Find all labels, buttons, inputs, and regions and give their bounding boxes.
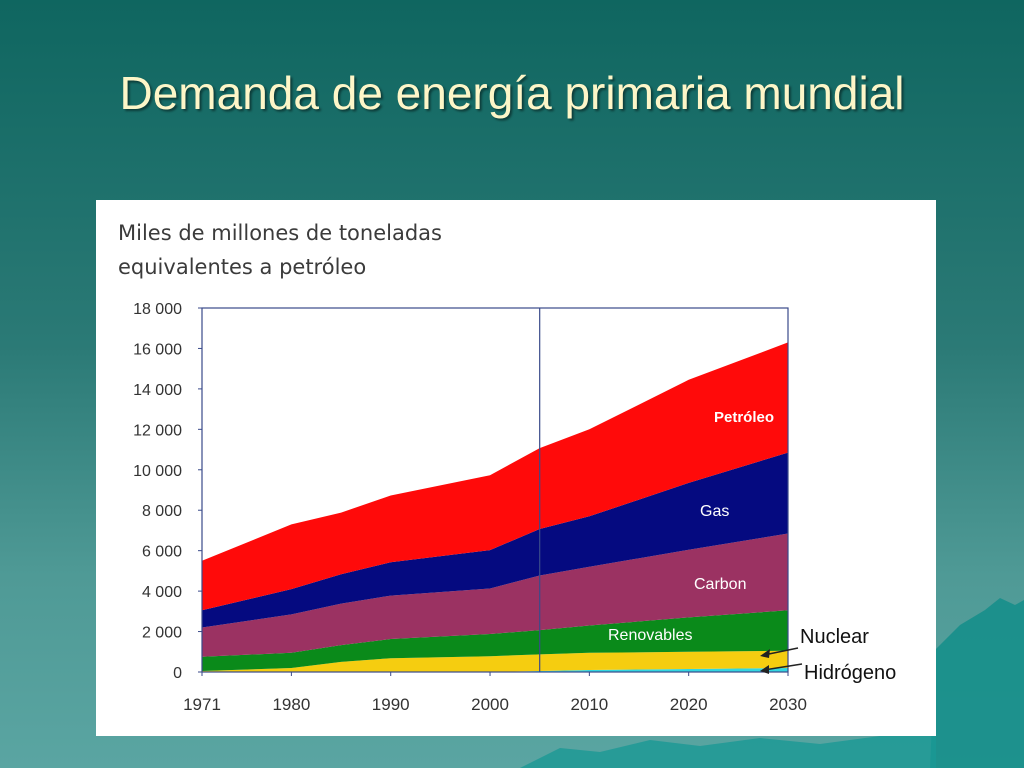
x-tick-label: 1971 [183, 695, 221, 714]
series-label-nuclear: Nuclear [800, 626, 869, 648]
y-tick-label: 12 000 [133, 422, 182, 439]
chart-panel: Miles de millones de toneladas equivalen… [96, 200, 936, 736]
area-series-renovables [202, 610, 788, 671]
series-label-gas: Gas [700, 503, 729, 520]
slide-title: Demanda de energía primaria mundial [119, 67, 905, 119]
y-tick-label: 14 000 [133, 382, 182, 399]
y-axis-unit-label: Miles de millones de toneladas equivalen… [118, 216, 518, 284]
nuclear-arrow [763, 647, 799, 656]
y-tick-label: 6 000 [142, 544, 182, 561]
x-tick-label: 2010 [570, 695, 608, 714]
mountain-silhouette-low [520, 730, 936, 768]
plot-frame [201, 307, 789, 673]
x-tick-label: 2030 [769, 695, 807, 714]
y-tick-label: 16 000 [133, 341, 182, 358]
series-label-petroleo: Petróleo [714, 409, 774, 426]
mountain-silhouette [930, 598, 1024, 768]
nuclear-arrowhead [760, 649, 770, 658]
y-tick-label: 0 [173, 665, 182, 682]
hidrogeno-arrow [763, 663, 803, 671]
y-tick-label: 8 000 [142, 503, 182, 520]
x-tick-label: 2020 [670, 695, 708, 714]
y-tick-label: 18 000 [133, 301, 182, 318]
area-series-gas [202, 452, 788, 628]
x-tick-label: 1990 [372, 695, 410, 714]
area-series-nuclear [202, 650, 788, 672]
series-label-hidrogeno: Hidrógeno [804, 662, 896, 684]
x-tick-label: 1980 [272, 695, 310, 714]
area-series-carbon [202, 533, 788, 657]
y-axis-unit-line-2: equivalentes a petróleo [118, 255, 367, 279]
y-tick-label: 10 000 [133, 463, 182, 480]
area-series-petroleo [202, 342, 788, 611]
y-axis-unit-line-1: Miles de millones de toneladas [118, 221, 442, 245]
stacked-area-chart: 0 2 000 4 000 6 000 8 000 10 000 12 000 14 000 1… [133, 301, 896, 714]
area-series-hidrogeno [202, 668, 788, 672]
series-label-renovables: Renovables [608, 627, 693, 644]
x-tick-label: 2000 [471, 695, 509, 714]
y-tick-label: 2 000 [142, 625, 182, 642]
series-label-carbon: Carbon [694, 576, 746, 593]
hidrogeno-arrowhead [760, 665, 769, 674]
y-tick-label: 4 000 [142, 584, 182, 601]
